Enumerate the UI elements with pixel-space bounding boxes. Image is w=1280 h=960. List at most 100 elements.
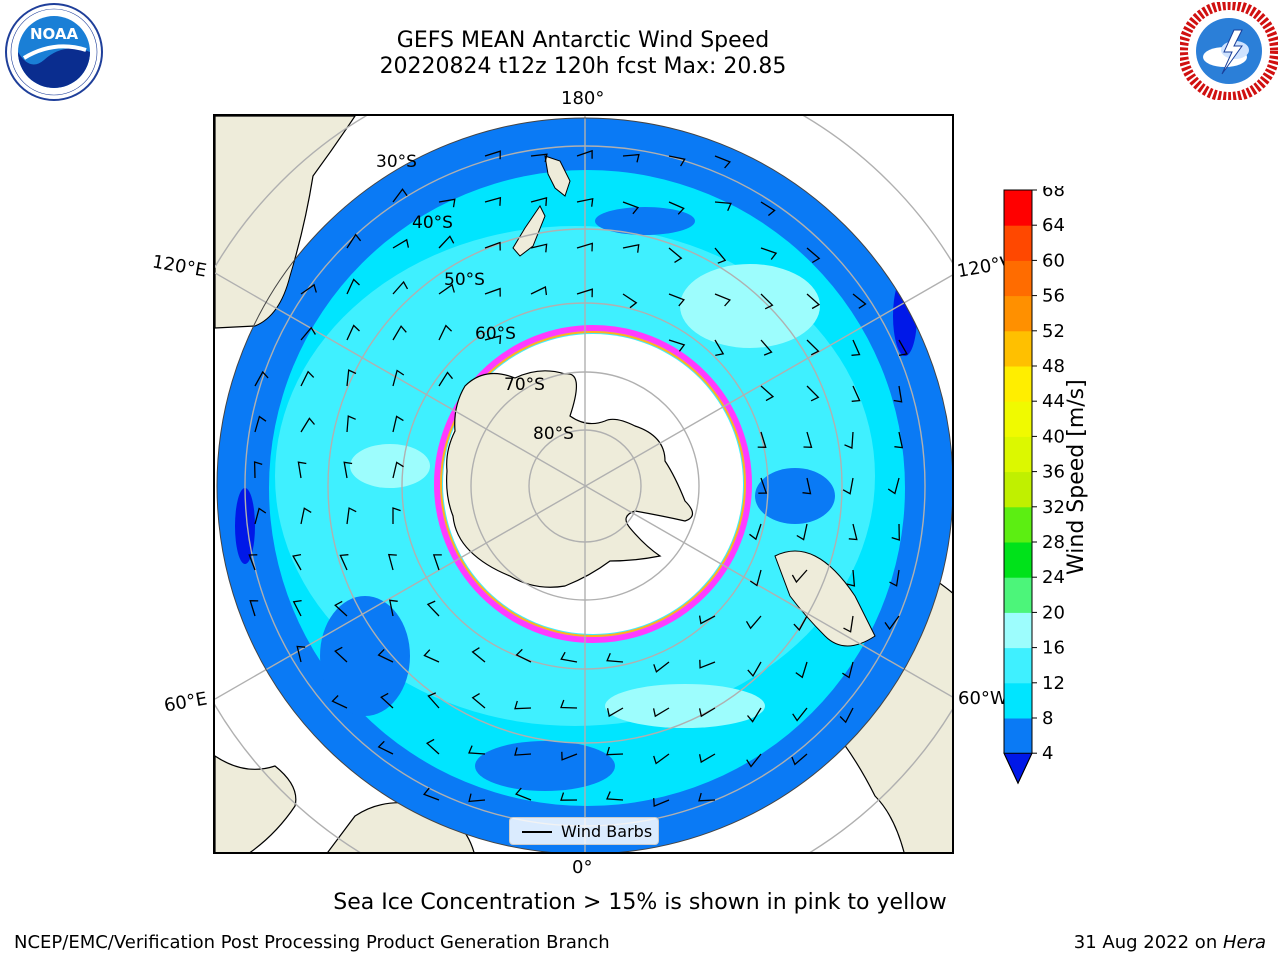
wind-barb [254, 370, 269, 387]
wind-barb [484, 287, 501, 297]
wind-barb [514, 700, 532, 710]
wind-barb [842, 477, 854, 495]
wind-barb [622, 243, 640, 253]
colorbar-tick-label: 56 [1042, 286, 1065, 307]
wind-barb [425, 738, 440, 755]
lon-label-bottom: 0° [572, 857, 593, 878]
wind-barb [757, 431, 767, 448]
colorbar-tick-label: 48 [1042, 356, 1065, 377]
wind-barb [653, 753, 670, 765]
wind-barb [515, 787, 532, 801]
wind-barb [668, 247, 683, 263]
wind-barb [484, 241, 501, 251]
colorbar-tick-label: 12 [1042, 673, 1065, 694]
lon-label-top: 180° [561, 88, 605, 109]
wind-barb [530, 243, 548, 253]
wind-barb [848, 523, 858, 541]
wind-barb [622, 153, 640, 163]
wind-barb [802, 477, 812, 495]
colorbar-label: Wind Speed [m/s] [1064, 379, 1089, 575]
wind-barb [346, 415, 356, 433]
wind-barb [300, 326, 316, 341]
wind-barb [745, 615, 762, 630]
wind-barb [331, 695, 348, 709]
wind-barb [438, 324, 453, 341]
wind-barb [377, 740, 394, 755]
field-16-20-b [350, 444, 430, 488]
wind-barb [334, 600, 348, 617]
wind-barb [438, 198, 456, 208]
wind-barb [346, 233, 362, 249]
wind-barb [760, 201, 776, 217]
wind-barb [484, 335, 502, 344]
wind-barb [380, 692, 394, 709]
legend-label: Wind Barbs [561, 822, 653, 841]
wind-barb [254, 507, 267, 525]
colorbar-level-24-28 [1004, 542, 1032, 578]
colorbar-tick-label: 36 [1042, 462, 1065, 483]
wind-barb [698, 707, 716, 718]
wind-barb [758, 477, 768, 494]
wind-barb [392, 415, 404, 433]
wind-barb [747, 707, 762, 723]
wind-barb [561, 751, 578, 761]
colorbar-level-32-36 [1004, 471, 1032, 508]
colorbar-level-52-56 [1004, 295, 1032, 332]
wind-barb [846, 569, 856, 587]
wind-barb [622, 201, 640, 215]
colorbar-under-arrow [1003, 752, 1033, 785]
noaa-logo-text: NOAA [30, 25, 79, 43]
new-zealand [512, 155, 571, 257]
colorbar-level-8-12 [1004, 682, 1032, 719]
polar-map [215, 116, 952, 852]
wind-barb [714, 293, 731, 307]
wind-barb [392, 238, 410, 249]
wind-barb [843, 615, 854, 633]
field-low-d [475, 741, 615, 791]
wind-barb [803, 431, 813, 448]
colorbar-level-60-64 [1004, 225, 1032, 261]
wind-barb [714, 201, 732, 212]
wind-barb [714, 155, 731, 169]
wind-barb [560, 699, 578, 709]
colorbar-tick-label: 60 [1042, 250, 1065, 271]
colorbar-level-4-8 [1004, 718, 1032, 754]
footer-host: Hera [1222, 932, 1266, 953]
wind-barb [795, 661, 808, 679]
colorbar-level-36-40 [1004, 436, 1032, 473]
wind-barb [746, 753, 762, 768]
wind-barb [346, 324, 360, 341]
colorbar-tick-label: 64 [1042, 215, 1065, 236]
noaa-logo: NOAA [4, 2, 104, 102]
colorbar-level-12-16 [1004, 647, 1032, 684]
lat-label-50: 50°S [444, 270, 485, 290]
colorbar-level-16-20 [1004, 612, 1032, 649]
caption: Sea Ice Concentration > 15% is shown in … [333, 890, 947, 915]
footer-date: 31 Aug 2022 on Hera [1074, 932, 1266, 953]
wind-barb [606, 746, 624, 756]
wind-barb [560, 651, 578, 663]
colorbar-tick-label: 52 [1042, 321, 1065, 342]
sea-ice-edge [434, 325, 752, 643]
wind-barb [851, 385, 861, 402]
wind-barb [842, 661, 854, 679]
lon-label-lower-left: 60°E [162, 688, 209, 717]
chart-subtitle: 20220824 t12z 120h fcst Max: 20.85 [379, 54, 787, 79]
wind-barb [791, 569, 808, 584]
wind-barb [698, 792, 716, 802]
wind-barb [894, 431, 904, 449]
wind-barb [668, 201, 685, 215]
wind-barb [530, 197, 548, 206]
wind-barb [653, 798, 670, 808]
wind-barb [423, 787, 440, 801]
wind-barb [392, 188, 408, 203]
wind-barb [714, 247, 727, 264]
lat-label-70: 70°S [504, 375, 545, 395]
wind-barb [668, 293, 685, 307]
colorbar-tick-label: 44 [1042, 391, 1065, 412]
wind-barb [699, 659, 716, 669]
wind-barb [560, 792, 578, 801]
legend-line-swatch [522, 831, 552, 833]
wind-barb [438, 235, 455, 249]
colorbar-tick-label: 20 [1042, 602, 1065, 623]
